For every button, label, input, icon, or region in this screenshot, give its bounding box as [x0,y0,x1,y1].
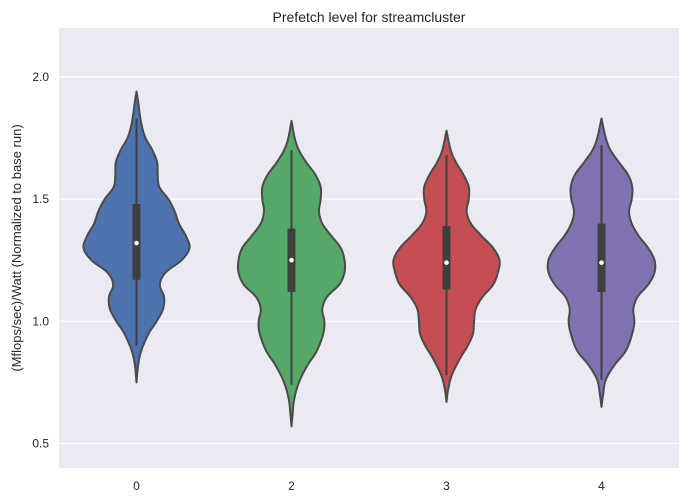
violins [82,90,657,428]
x-tick-label: 4 [598,479,605,493]
violin-3 [392,129,501,403]
y-tick-label: 0.5 [32,437,49,451]
violin-median-dot [289,257,294,263]
chart-title: Prefetch level for streamcluster [273,9,466,25]
y-tick-label: 2.0 [32,70,49,84]
violin-iqr-box [597,223,606,292]
x-tick-label: 2 [288,479,295,493]
violin-2 [236,119,347,428]
x-tick-labels: 0 2 3 4 [133,479,605,493]
violin-median-dot [444,260,449,265]
y-tick-label: 1.0 [32,314,49,328]
y-axis-label: (Mflops/sec)/Watt (Normalized to base ru… [9,124,24,371]
y-tick-label: 1.5 [32,192,49,206]
violin-median-dot [134,240,139,246]
violin-0 [82,90,191,384]
violin-median-dot [599,260,604,265]
violin-iqr-box [442,226,451,290]
x-tick-label: 0 [133,479,140,493]
violin-4 [546,117,657,408]
x-tick-label: 3 [443,479,450,493]
y-tick-labels: 0.5 1.0 1.5 2.0 [32,70,49,451]
